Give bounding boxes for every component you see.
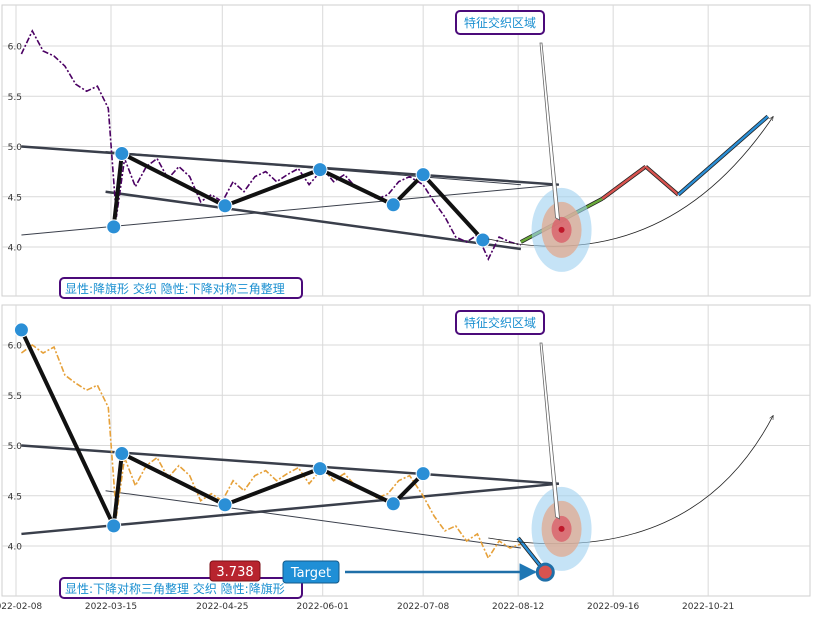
pattern-point: [106, 219, 122, 235]
y-tick-label: 4.0: [8, 543, 23, 553]
projection-segment: [677, 115, 769, 196]
pattern-label: 显性:降旗形 交织 隐性:下降对称三角整理: [65, 281, 285, 296]
target-point: [535, 562, 555, 582]
pattern-point: [312, 162, 328, 178]
region-label-box: [455, 310, 545, 335]
region-pointer-arrow: [539, 342, 561, 520]
y-tick-label: 4.5: [8, 193, 22, 203]
forecast-curve: [488, 116, 773, 247]
pattern-label: 显性:下降对称三角整理 交织 隐性:降旗形: [65, 581, 285, 596]
projection-segment: [644, 165, 680, 196]
y-tick-label: 5.0: [8, 442, 23, 452]
price-series-line: [20, 344, 522, 560]
plot-area: [1, 304, 811, 597]
x-tick-label: 2022-02-08: [0, 602, 42, 612]
pattern-point: [415, 167, 431, 183]
target-value-badge: [209, 560, 261, 582]
interweave-zone-center: [558, 525, 565, 532]
pattern-point: [475, 232, 491, 248]
pattern-point: [217, 198, 233, 214]
pattern-point: [385, 197, 401, 213]
region-label-box: [455, 10, 545, 35]
pattern-label-box: [59, 277, 303, 299]
boundary-line: [105, 490, 521, 549]
boundary-line: [21, 145, 559, 186]
region-pointer-arrow: [539, 42, 561, 221]
pattern-point: [13, 322, 29, 338]
pattern-point: [415, 466, 431, 482]
x-tick-label: 2022-03-15: [85, 602, 137, 612]
y-tick-label: 5.5: [8, 392, 22, 402]
pattern-point: [312, 461, 328, 477]
boundary-line: [105, 190, 522, 251]
x-tick-label: 2022-09-16: [587, 602, 640, 612]
projection-segment: [601, 165, 647, 200]
pattern-point: [114, 446, 130, 462]
y-tick-label: 6.0: [8, 43, 23, 53]
y-tick-label: 5.0: [8, 143, 23, 153]
x-tick-label: 2022-04-25: [196, 602, 248, 612]
target-label-box: [282, 560, 340, 584]
price-series-line: [20, 29, 522, 261]
y-tick-label: 4.5: [8, 492, 22, 502]
region-label: 特征交织区域: [464, 15, 536, 30]
pattern-point: [114, 146, 130, 162]
y-tick-label: 6.0: [8, 342, 23, 352]
target-value-label: 3.738: [216, 565, 253, 580]
target-label: Target: [290, 566, 331, 581]
y-tick-label: 4.0: [8, 244, 23, 254]
x-tick-label: 2022-10-21: [682, 602, 734, 612]
y-tick-label: 5.5: [8, 93, 22, 103]
region-label: 特征交织区域: [464, 315, 536, 330]
pattern-point: [217, 497, 233, 513]
pattern-point: [106, 518, 122, 534]
x-tick-label: 2022-06-01: [297, 602, 349, 612]
interweave-zone-center: [558, 226, 565, 233]
pattern-point: [385, 496, 401, 512]
x-tick-label: 2022-08-12: [492, 602, 544, 612]
pattern-label-box: [59, 577, 303, 599]
x-tick-label: 2022-07-08: [397, 602, 450, 612]
